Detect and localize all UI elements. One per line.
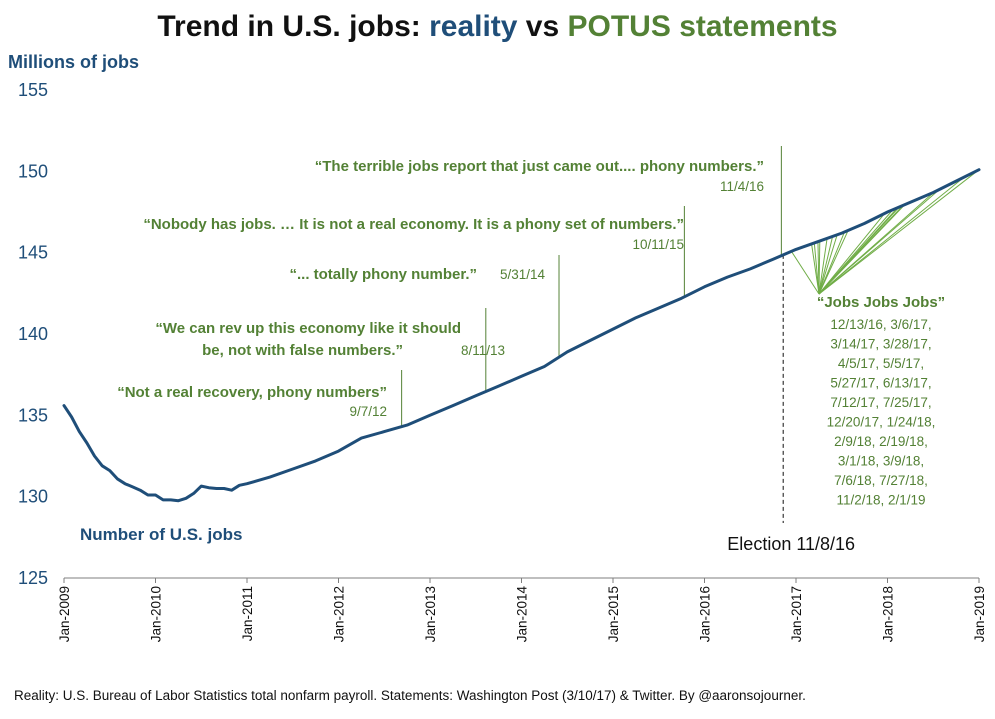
statement-date: 8/11/13 bbox=[461, 343, 505, 358]
election-label: Election 11/8/16 bbox=[727, 534, 855, 554]
statement-quote: be, not with false numbers.” bbox=[202, 342, 403, 359]
jobs-statement-pointer bbox=[818, 238, 828, 295]
title-potus: POTUS statements bbox=[567, 10, 838, 43]
y-tick-label: 135 bbox=[18, 405, 48, 425]
jobs-statement-pointer bbox=[791, 251, 820, 295]
jobs-statement-pointer bbox=[818, 213, 886, 295]
jobs-statement-dates: 3/1/18, 3/9/18, bbox=[838, 454, 924, 469]
jobs-series-line bbox=[62, 168, 981, 503]
title-vs: vs bbox=[517, 10, 568, 43]
x-tick-label: Jan-2011 bbox=[240, 586, 255, 641]
x-tick-label: Jan-2013 bbox=[423, 586, 438, 642]
jobs-statement-dates: 11/2/18, 2/1/19 bbox=[836, 493, 925, 508]
y-tick-label: 125 bbox=[18, 568, 48, 588]
statement-date: 10/11/15 bbox=[632, 237, 684, 252]
jobs-statement-pointer bbox=[818, 234, 838, 295]
jobs-jobs-jobs-quote: “Jobs Jobs Jobs” bbox=[817, 294, 945, 311]
y-tick-label: 150 bbox=[18, 161, 48, 181]
statement-date: 9/7/12 bbox=[349, 404, 387, 419]
statement-date: 11/4/16 bbox=[720, 179, 764, 194]
jobs-statement-dates: 3/14/17, 3/28/17, bbox=[830, 337, 931, 352]
x-tick-label: Jan-2010 bbox=[149, 586, 164, 642]
x-tick-label: Jan-2014 bbox=[515, 586, 530, 643]
jobs-statement-dates: 7/6/18, 7/27/18, bbox=[834, 473, 928, 488]
y-axis-label: Millions of jobs bbox=[8, 52, 139, 72]
y-tick-label: 130 bbox=[18, 487, 48, 507]
statement-date: 5/31/14 bbox=[500, 267, 546, 282]
jobs-statement-pointer bbox=[813, 242, 820, 295]
jobs-statement-dates: 12/13/16, 3/6/17, bbox=[830, 317, 931, 332]
x-tick-label: Jan-2018 bbox=[881, 586, 896, 642]
jobs-statement-pointer bbox=[818, 188, 940, 295]
title-reality: reality bbox=[429, 10, 518, 43]
jobs-statement-pointer bbox=[818, 236, 834, 295]
jobs-statement-pointer bbox=[818, 230, 849, 295]
x-tick-label: Jan-2017 bbox=[789, 586, 804, 642]
x-tick-label: Jan-2019 bbox=[972, 586, 987, 642]
jobs-statement-dates: 7/12/17, 7/25/17, bbox=[830, 395, 931, 410]
jobs-statement-dates: 5/27/17, 6/13/17, bbox=[830, 376, 931, 391]
x-tick-label: Jan-2012 bbox=[332, 586, 347, 642]
x-tick-label: Jan-2009 bbox=[57, 586, 72, 642]
y-tick-label: 140 bbox=[18, 324, 48, 344]
statement-quote: “We can rev up this economy like it shou… bbox=[155, 320, 461, 337]
jobs-statement-pointer bbox=[818, 204, 906, 295]
series-label: Number of U.S. jobs bbox=[80, 525, 242, 544]
jobs-statement-pointer bbox=[818, 176, 965, 295]
jobs-statement-pointer bbox=[818, 169, 980, 295]
y-tick-label: 155 bbox=[18, 80, 48, 100]
y-tick-label: 145 bbox=[18, 243, 48, 263]
x-tick-label: Jan-2016 bbox=[698, 586, 713, 642]
jobs-statement-pointer bbox=[818, 240, 821, 295]
statement-quote: “... totally phony number.” bbox=[289, 266, 477, 283]
statement-quote: “The terrible jobs report that just came… bbox=[315, 158, 764, 175]
source-footnote: Reality: U.S. Bureau of Labor Statistics… bbox=[14, 688, 806, 703]
title-part-1: Trend in U.S. jobs: bbox=[157, 10, 430, 43]
chart-title: Trend in U.S. jobs: reality vs POTUS sta… bbox=[0, 10, 995, 44]
statement-quote: “Not a real recovery, phony numbers” bbox=[117, 384, 387, 401]
jobs-statement-dates: 2/9/18, 2/19/18, bbox=[834, 434, 928, 449]
statement-quote: “Nobody has jobs. … It is not a real eco… bbox=[143, 216, 684, 233]
x-tick-label: Jan-2015 bbox=[606, 586, 621, 642]
jobs-statement-dates: 12/20/17, 1/24/18, bbox=[827, 415, 936, 430]
jobs-statement-dates: 4/5/17, 5/5/17, bbox=[838, 356, 924, 371]
